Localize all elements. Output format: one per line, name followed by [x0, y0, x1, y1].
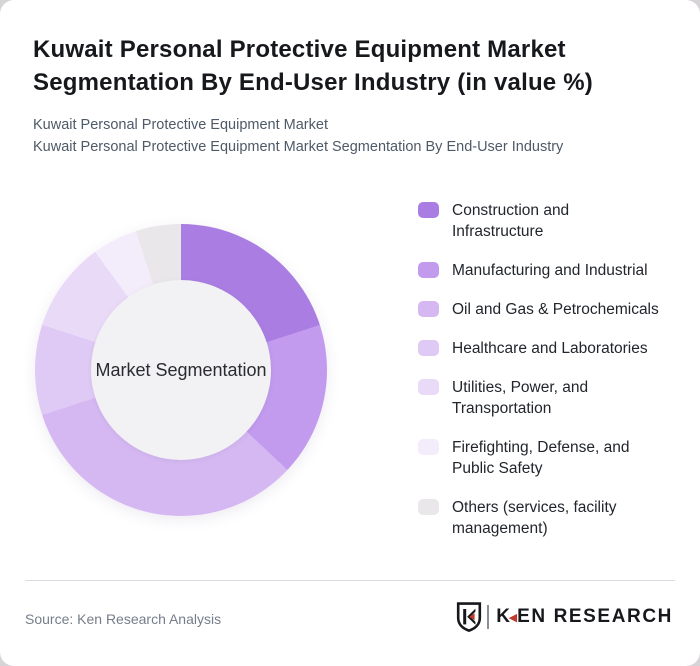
- legend-item: Manufacturing and Industrial: [418, 260, 680, 281]
- legend-item: Construction and Infrastructure: [418, 200, 680, 242]
- legend-swatch: [418, 499, 439, 515]
- chart-subtitle-2: Kuwait Personal Protective Equipment Mar…: [33, 139, 564, 155]
- legend-item: Firefighting, Defense, and Public Safety: [418, 437, 680, 479]
- donut-hole: Market Segmentation: [91, 280, 271, 460]
- donut-center-label: Market Segmentation: [95, 359, 267, 380]
- legend-label: Firefighting, Defense, and Public Safety: [452, 439, 630, 477]
- logo-divider-bar: [487, 605, 490, 629]
- chart-title: Kuwait Personal Protective Equipment Mar…: [33, 36, 593, 96]
- chart-subtitle-1: Kuwait Personal Protective Equipment Mar…: [33, 117, 328, 133]
- legend-label: Construction and Infrastructure: [452, 202, 570, 240]
- logo-brand-rest: EN RESEARCH: [517, 606, 673, 627]
- legend-item: Utilities, Power, and Transportation: [418, 377, 680, 419]
- legend-swatch: [418, 301, 439, 317]
- legend-swatch: [418, 202, 439, 218]
- source-text: Source: Ken Research Analysis: [25, 611, 222, 627]
- footer-divider: [25, 580, 675, 581]
- legend-swatch: [418, 439, 439, 455]
- legend-label: Oil and Gas & Petrochemicals: [452, 301, 659, 318]
- legend-swatch: [418, 340, 439, 356]
- legend-swatch: [418, 379, 439, 395]
- legend-label: Others (services, facility management): [452, 499, 617, 537]
- legend-label: Utilities, Power, and Transportation: [452, 379, 589, 417]
- logo-letter-k: K: [496, 606, 512, 627]
- chart-legend: Construction and Infrastructure Manufactu…: [418, 200, 680, 539]
- legend-label: Manufacturing and Industrial: [452, 262, 648, 279]
- legend-item: Oil and Gas & Petrochemicals: [418, 299, 680, 320]
- legend-item: Healthcare and Laboratories: [418, 338, 680, 359]
- legend-label: Healthcare and Laboratories: [452, 340, 648, 357]
- logo-wordmark: K ◀ EN RESEARCH: [496, 606, 673, 628]
- shield-k-icon: [457, 602, 482, 632]
- donut-chart: Market Segmentation: [35, 224, 327, 516]
- legend-swatch: [418, 262, 439, 278]
- legend-item: Others (services, facility management): [418, 497, 680, 539]
- logo-red-triangle-icon: ◀: [508, 612, 518, 624]
- ken-research-logo: K ◀ EN RESEARCH: [456, 602, 673, 632]
